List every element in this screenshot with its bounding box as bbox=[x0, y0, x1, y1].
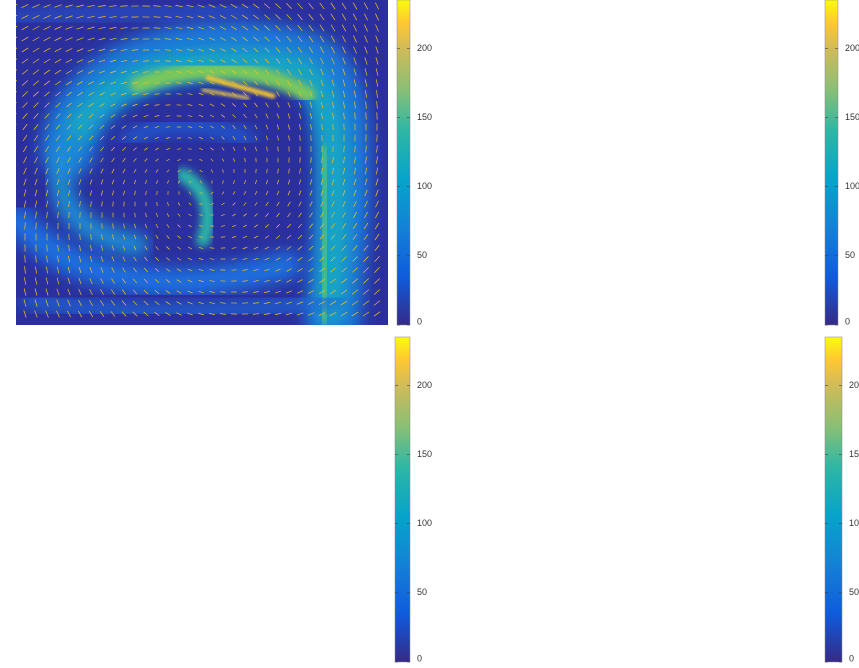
colorbar-tick-label: 200 bbox=[845, 43, 859, 53]
colorbar-tick-label: 100 bbox=[849, 518, 859, 528]
colorbar-tick-label: 100 bbox=[417, 181, 432, 191]
colorbar-tick-label: 50 bbox=[849, 587, 859, 597]
panel: 0 50 100 150 200 bbox=[437, 0, 859, 328]
colorbar-tick-label: 200 bbox=[849, 380, 859, 390]
colorbar bbox=[396, 0, 411, 326]
colorbar-tick-label: 0 bbox=[849, 653, 854, 663]
colorbar bbox=[824, 0, 839, 326]
colorbar bbox=[394, 336, 411, 663]
heatmap-image bbox=[437, 337, 817, 662]
colorbar-tick-label: 50 bbox=[417, 587, 427, 597]
heatmap-image bbox=[437, 0, 817, 328]
heatmap-image bbox=[8, 0, 388, 325]
colorbar-tick-label: 150 bbox=[417, 449, 432, 459]
colorbar-tick-label: 200 bbox=[417, 43, 432, 53]
colorbar-tick-label: 150 bbox=[845, 112, 859, 122]
colorbar-tick-label: 50 bbox=[417, 250, 427, 260]
colorbar-tick-label: 0 bbox=[845, 316, 850, 326]
colorbar-tick-label: 150 bbox=[417, 112, 432, 122]
panel: 0 50 100 150 200 bbox=[437, 336, 859, 663]
colorbar-tick-label: 50 bbox=[845, 250, 855, 260]
panels: 0 50 100 150 200 0 50 100 150 200 0 50 100 150 200 0 50 1… bbox=[8, 0, 859, 663]
colorbar-tick-label: 200 bbox=[417, 380, 432, 390]
colorbar-tick-label: 0 bbox=[417, 316, 422, 326]
colorbar-tick-label: 100 bbox=[417, 518, 432, 528]
heatmap-image bbox=[8, 337, 384, 662]
colorbar bbox=[824, 336, 843, 663]
colorbar-tick-label: 100 bbox=[845, 181, 859, 191]
panel: 0 50 100 150 200 bbox=[8, 0, 432, 326]
colorbar-tick-label: 150 bbox=[849, 449, 859, 459]
colorbar-tick-label: 0 bbox=[417, 653, 422, 663]
panel: 0 50 100 150 200 bbox=[8, 336, 432, 663]
